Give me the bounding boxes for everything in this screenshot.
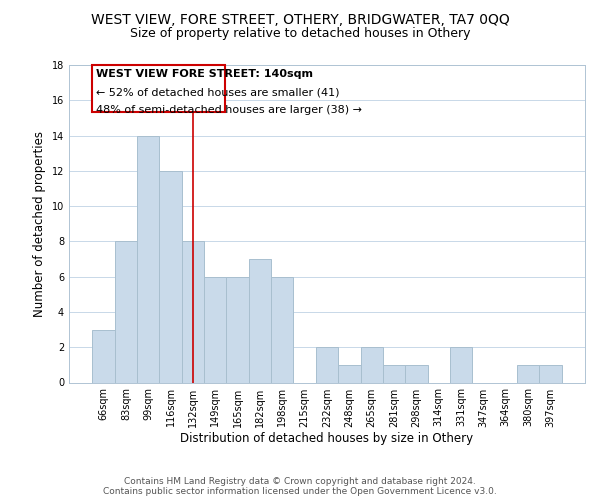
Bar [204,276,226,382]
Bar [450,347,472,382]
Text: ← 52% of detached houses are smaller (41): ← 52% of detached houses are smaller (41… [96,87,340,97]
Text: Size of property relative to detached houses in Othery: Size of property relative to detached ho… [130,28,470,40]
Y-axis label: Number of detached properties: Number of detached properties [33,130,46,317]
Bar [160,171,182,382]
Bar [338,365,361,382]
Bar [182,242,204,382]
Text: 48% of semi-detached houses are larger (38) →: 48% of semi-detached houses are larger (… [96,104,362,115]
Bar [249,259,271,382]
Text: Contains public sector information licensed under the Open Government Licence v3: Contains public sector information licen… [103,487,497,496]
Bar [226,276,249,382]
Bar [405,365,428,382]
Bar [92,330,115,382]
Bar [517,365,539,382]
Bar [316,347,338,382]
Bar [539,365,562,382]
Text: WEST VIEW, FORE STREET, OTHERY, BRIDGWATER, TA7 0QQ: WEST VIEW, FORE STREET, OTHERY, BRIDGWAT… [91,12,509,26]
Text: WEST VIEW FORE STREET: 140sqm: WEST VIEW FORE STREET: 140sqm [96,70,313,80]
Bar [115,242,137,382]
Text: Contains HM Land Registry data © Crown copyright and database right 2024.: Contains HM Land Registry data © Crown c… [124,477,476,486]
X-axis label: Distribution of detached houses by size in Othery: Distribution of detached houses by size … [181,432,473,446]
Bar [137,136,160,382]
Bar [271,276,293,382]
Bar [383,365,405,382]
Bar [361,347,383,382]
Bar [92,65,226,112]
